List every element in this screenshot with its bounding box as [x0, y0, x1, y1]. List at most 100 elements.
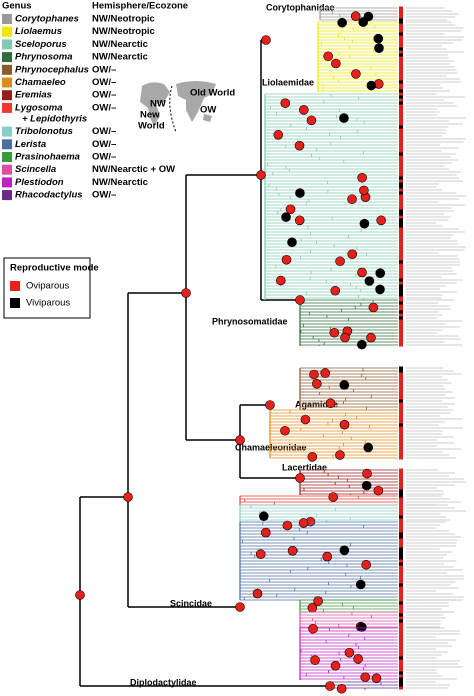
node-state — [335, 256, 345, 267]
map-americas — [140, 82, 170, 126]
tip-state — [399, 188, 403, 192]
tip-state — [399, 468, 403, 472]
world-map: NW New World Old World OW — [138, 81, 235, 133]
legend-genus: Phrynocephalus — [15, 64, 89, 75]
node-state — [357, 267, 367, 278]
tip-state — [399, 523, 403, 527]
legend-region: OW/– — [92, 139, 116, 150]
node-state — [307, 452, 318, 462]
tip-state — [399, 574, 403, 578]
tip-state — [399, 417, 403, 421]
node-state — [357, 339, 367, 350]
tip-state — [399, 626, 403, 630]
tip-state — [399, 411, 403, 415]
node-state — [366, 332, 376, 343]
tip-state — [399, 550, 403, 554]
tip-state — [399, 131, 403, 135]
node-state — [355, 579, 366, 590]
node-state — [357, 622, 367, 632]
tip-state — [399, 68, 403, 72]
node-state — [261, 527, 271, 538]
tip-state — [399, 613, 403, 617]
tip-state — [399, 71, 403, 75]
tip-state — [399, 447, 403, 451]
node-state — [181, 288, 191, 298]
tip-state — [399, 167, 403, 171]
tip-state — [399, 179, 403, 183]
map-label: New — [140, 110, 160, 121]
clade-fans — [75, 6, 466, 694]
tip-state — [399, 301, 403, 305]
tip-state — [399, 59, 403, 63]
node-state — [325, 398, 336, 409]
tip-state — [399, 65, 403, 69]
tip-state — [399, 15, 403, 19]
tip-state — [399, 384, 403, 388]
node-state — [300, 414, 311, 425]
node-state — [358, 17, 368, 27]
tip-state — [399, 110, 403, 114]
tip-state — [399, 641, 403, 645]
legend-genus: Sceloporus — [15, 39, 67, 50]
tip-state — [399, 170, 403, 174]
tip-state — [399, 568, 403, 572]
tip-state — [399, 601, 403, 605]
node-state — [359, 218, 370, 229]
tip-state — [399, 372, 403, 376]
tip-state — [399, 343, 403, 347]
tip-state — [399, 266, 403, 270]
tip-state — [399, 653, 403, 657]
node-state — [295, 295, 305, 305]
node-state — [287, 546, 298, 556]
tip-state — [399, 322, 403, 326]
tip-state — [399, 686, 403, 690]
tip-state — [399, 616, 403, 620]
tip-state — [399, 155, 403, 159]
tip-state — [399, 319, 403, 323]
node-state — [261, 35, 271, 45]
node-state — [308, 623, 318, 634]
tip-state — [399, 304, 403, 308]
tip-state — [399, 200, 403, 204]
clade-label: Phrynosomatidae — [212, 316, 288, 326]
tip-state — [399, 331, 403, 335]
legend-genus: + Lepidothyris — [22, 113, 87, 124]
tip-state — [399, 12, 403, 16]
tip-state — [399, 325, 403, 329]
tip-state — [399, 399, 403, 403]
tree — [79, 39, 330, 687]
tip-state — [399, 547, 403, 551]
node-state — [340, 332, 350, 343]
node-state — [294, 140, 305, 151]
tip-state — [399, 113, 403, 117]
legend-genus: Plestiodon — [15, 177, 64, 188]
legend-region: OW/– — [92, 152, 116, 163]
legend-genus: Chamaeleo — [15, 77, 66, 88]
tip-state — [399, 83, 403, 87]
node-state — [310, 655, 320, 666]
tip-state — [399, 622, 403, 626]
map-label: Old World — [190, 88, 235, 99]
tip-state — [399, 405, 403, 409]
tip-state — [399, 161, 403, 165]
tip-state — [399, 298, 403, 302]
tip-state — [399, 251, 403, 255]
tip-state — [399, 583, 403, 587]
map-australia — [203, 114, 212, 122]
legend-region: OW/– — [92, 190, 116, 201]
tip-state — [399, 334, 403, 338]
node-state — [328, 492, 339, 502]
node-state — [313, 596, 323, 606]
tip-state — [399, 515, 403, 519]
legend-genus: Eremias — [15, 90, 52, 101]
legend-genus: Tribolonotus — [15, 126, 73, 137]
node-state — [357, 172, 367, 183]
tip-state — [399, 310, 403, 314]
tip-state — [399, 471, 403, 475]
tip-state — [399, 248, 403, 252]
tip-state — [399, 638, 403, 642]
tip-state — [399, 423, 403, 427]
tip-state — [399, 104, 403, 108]
node-state — [312, 378, 322, 389]
